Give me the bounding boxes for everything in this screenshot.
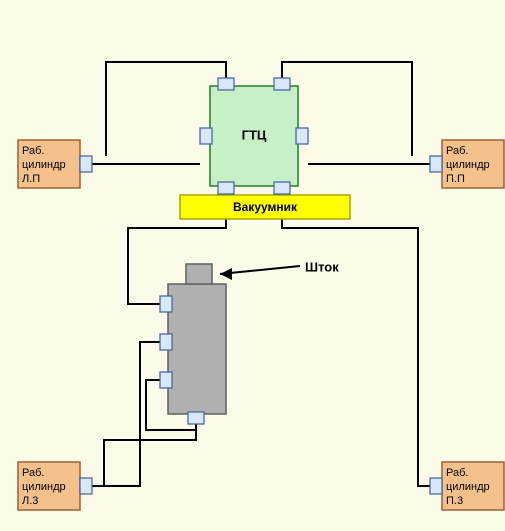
cylinder-pp-line2: П.П — [446, 173, 465, 185]
port-gtc_r — [296, 128, 308, 144]
port-gtc_br — [274, 182, 290, 194]
cylinder-pp-line1: цилиндр — [446, 159, 490, 171]
port-gtc_tl — [218, 78, 234, 90]
rod-block — [186, 264, 212, 284]
cylinder-lp-line2: Л.П — [22, 173, 40, 185]
cylinder-l3-line2: Л.3 — [22, 495, 38, 507]
port-reg_m — [160, 334, 172, 350]
port-reg_b — [160, 372, 172, 388]
port-p3 — [430, 478, 442, 494]
gtc-label: ГТЦ — [242, 127, 267, 142]
cylinder-p3-line2: П.3 — [446, 495, 463, 507]
port-reg_t — [160, 296, 172, 312]
port-l3 — [80, 478, 92, 494]
port-pp — [430, 156, 442, 172]
diagram-canvas: Раб. цилиндр Л.П Раб. цилиндр П.П Раб. цилиндр Л… — [0, 0, 505, 531]
cylinder-lp-line0: Раб. — [22, 145, 44, 157]
port-gtc_bl — [218, 182, 234, 194]
cylinder-l3-line0: Раб. — [22, 467, 44, 479]
port-gtc_tr — [274, 78, 290, 90]
port-reg_bot — [188, 412, 204, 424]
port-gtc_l — [200, 128, 212, 144]
vacuum-label: Вакуумник — [233, 200, 298, 214]
cylinder-lp-line1: цилиндр — [22, 159, 66, 171]
port-lp — [80, 156, 92, 172]
cylinder-p3-line1: цилиндр — [446, 481, 490, 493]
cylinder-p3-line0: Раб. — [446, 467, 468, 479]
cylinder-l3-line1: цилиндр — [22, 481, 66, 493]
rod-label: Шток — [305, 259, 339, 274]
regulator-block — [168, 284, 226, 414]
cylinder-pp-line0: Раб. — [446, 145, 468, 157]
